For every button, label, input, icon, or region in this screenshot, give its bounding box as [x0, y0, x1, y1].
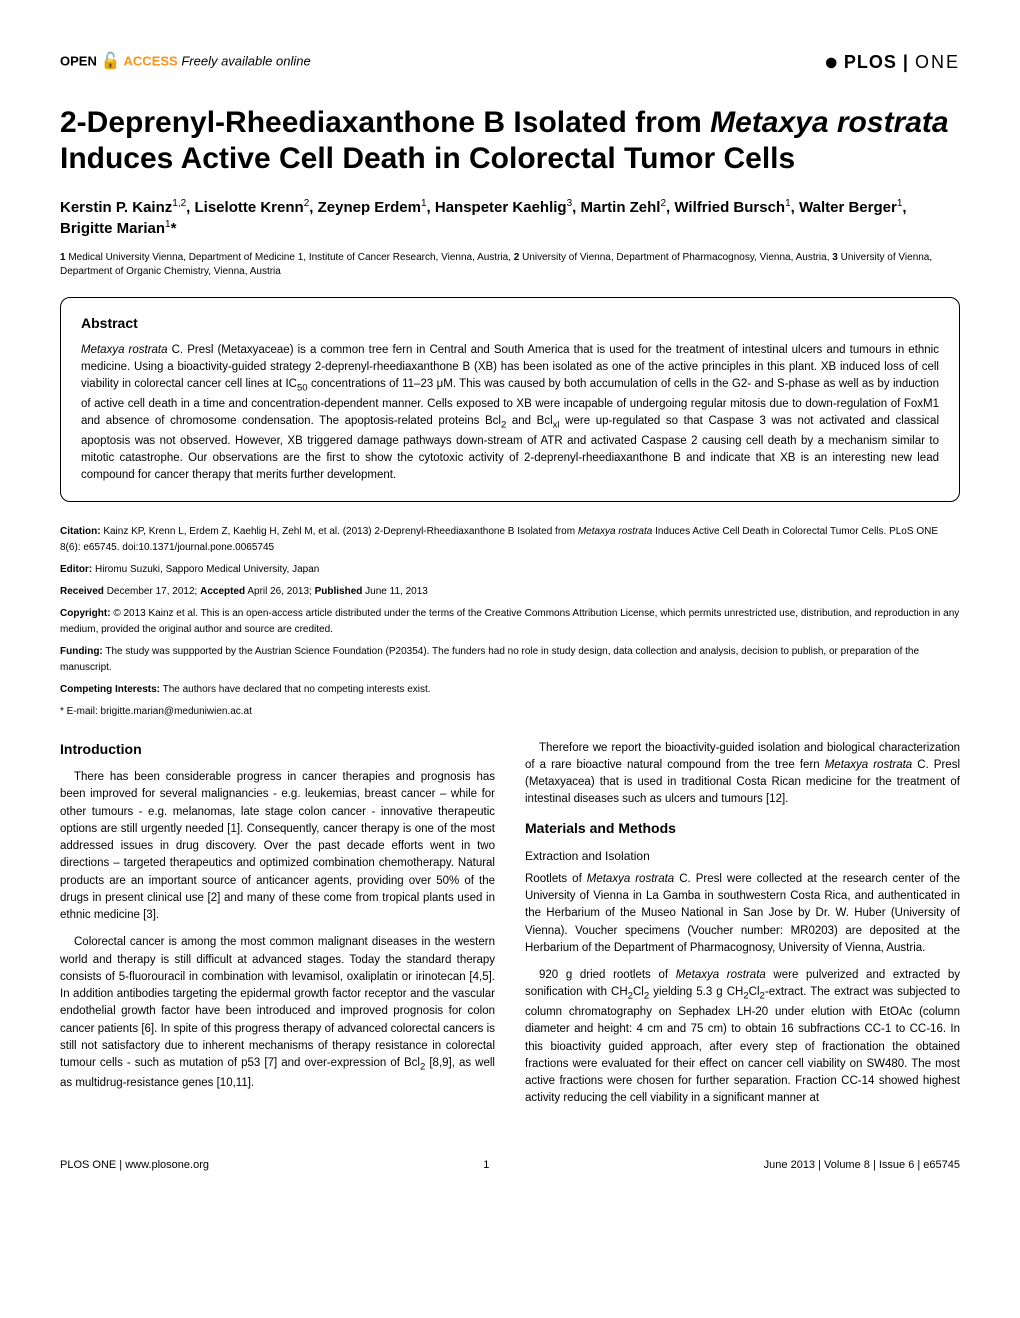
- intro-p3: Therefore we report the bioactivity-guid…: [525, 740, 960, 809]
- abstract-box: Abstract Metaxya rostrata C. Presl (Meta…: [60, 297, 960, 501]
- citation: Citation: Kainz KP, Krenn L, Erdem Z, Ka…: [60, 524, 960, 556]
- one-text: ONE: [915, 52, 960, 72]
- lock-icon: 🔓: [100, 53, 120, 70]
- abstract-heading: Abstract: [81, 314, 939, 334]
- methods-heading: Materials and Methods: [525, 819, 960, 839]
- open-text: OPEN: [60, 54, 97, 69]
- copyright: Copyright: © 2013 Kainz et al. This is a…: [60, 606, 960, 638]
- open-access-badge: OPEN 🔓 ACCESS Freely available online: [60, 51, 311, 73]
- competing-interests: Competing Interests: The authors have de…: [60, 682, 960, 698]
- introduction-heading: Introduction: [60, 740, 495, 760]
- title-italic: Metaxya rostrata: [710, 106, 948, 139]
- intro-p2: Colorectal cancer is among the most comm…: [60, 934, 495, 1092]
- footer-right: June 2013 | Volume 8 | Issue 6 | e65745: [764, 1158, 960, 1173]
- access-text: ACCESS: [124, 54, 178, 69]
- left-column: Introduction There has been considerable…: [60, 740, 495, 1118]
- methods-p1: Rootlets of Metaxya rostrata C. Presl we…: [525, 871, 960, 957]
- footer-page-number: 1: [483, 1158, 489, 1173]
- article-title: 2-Deprenyl-Rheediaxanthone B Isolated fr…: [60, 105, 960, 177]
- header: OPEN 🔓 ACCESS Freely available online ⬤ …: [60, 50, 960, 75]
- methods-p2: 920 g dried rootlets of Metaxya rostrata…: [525, 967, 960, 1107]
- plos-text: PLOS: [844, 52, 897, 72]
- editor: Editor: Hiromu Suzuki, Sapporo Medical U…: [60, 562, 960, 578]
- body-columns: Introduction There has been considerable…: [60, 740, 960, 1118]
- right-column: Therefore we report the bioactivity-guid…: [525, 740, 960, 1118]
- extraction-subheading: Extraction and Isolation: [525, 848, 960, 865]
- freely-text: Freely available online: [181, 54, 310, 69]
- abstract-text: Metaxya rostrata C. Presl (Metaxyaceae) …: [81, 342, 939, 485]
- funding: Funding: The study was suppported by the…: [60, 644, 960, 676]
- corresponding-email: * E-mail: brigitte.marian@meduniwien.ac.…: [60, 704, 960, 720]
- title-part1: 2-Deprenyl-Rheediaxanthone B Isolated fr…: [60, 106, 710, 139]
- title-part2: Induces Active Cell Death in Colorectal …: [60, 142, 795, 175]
- metadata-section: Citation: Kainz KP, Krenn L, Erdem Z, Ka…: [60, 524, 960, 720]
- page-footer: PLOS ONE | www.plosone.org 1 June 2013 |…: [60, 1158, 960, 1173]
- dot-icon: ⬤: [826, 57, 838, 68]
- affiliations: 1 Medical University Vienna, Department …: [60, 251, 960, 279]
- plos-logo: ⬤ PLOS | ONE: [826, 50, 960, 75]
- intro-p1: There has been considerable progress in …: [60, 769, 495, 924]
- authors: Kerstin P. Kainz1,2, Liselotte Krenn2, Z…: [60, 197, 960, 239]
- dates: Received December 17, 2012; Accepted Apr…: [60, 584, 960, 600]
- footer-left: PLOS ONE | www.plosone.org: [60, 1158, 209, 1173]
